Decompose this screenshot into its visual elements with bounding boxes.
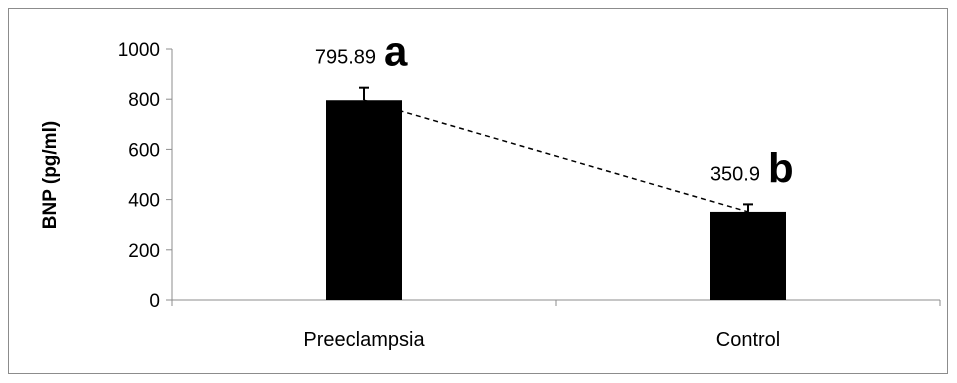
y-tick-label: 600 (128, 140, 160, 161)
y-ticks: 0 200 400 600 800 1000 (118, 40, 172, 312)
data-labels: 795.89 a 350.9 b (315, 28, 794, 192)
y-tick-label: 200 (128, 241, 160, 262)
chart-frame (8, 8, 948, 374)
trend-line (363, 99, 749, 213)
y-tick-label: 1000 (118, 40, 160, 61)
category-label: Preeclampsia (303, 329, 425, 351)
trend-line-group (363, 99, 749, 213)
data-label: 795.89 (315, 47, 376, 69)
category-labels: Preeclampsia Control (303, 329, 780, 351)
error-bars (359, 86, 753, 212)
y-axis-label: BNP (pg/ml) (40, 121, 61, 229)
y-tick-label: 0 (149, 291, 160, 312)
y-tick-label: 400 (128, 191, 160, 212)
bars (326, 100, 786, 300)
bar (326, 100, 402, 300)
significance-letter: b (768, 144, 794, 191)
category-label: Control (716, 329, 780, 351)
data-label: 350.9 (710, 163, 760, 185)
y-tick-label: 800 (128, 90, 160, 111)
axes (171, 49, 941, 306)
bar (710, 211, 786, 300)
significance-letter: a (384, 28, 408, 75)
